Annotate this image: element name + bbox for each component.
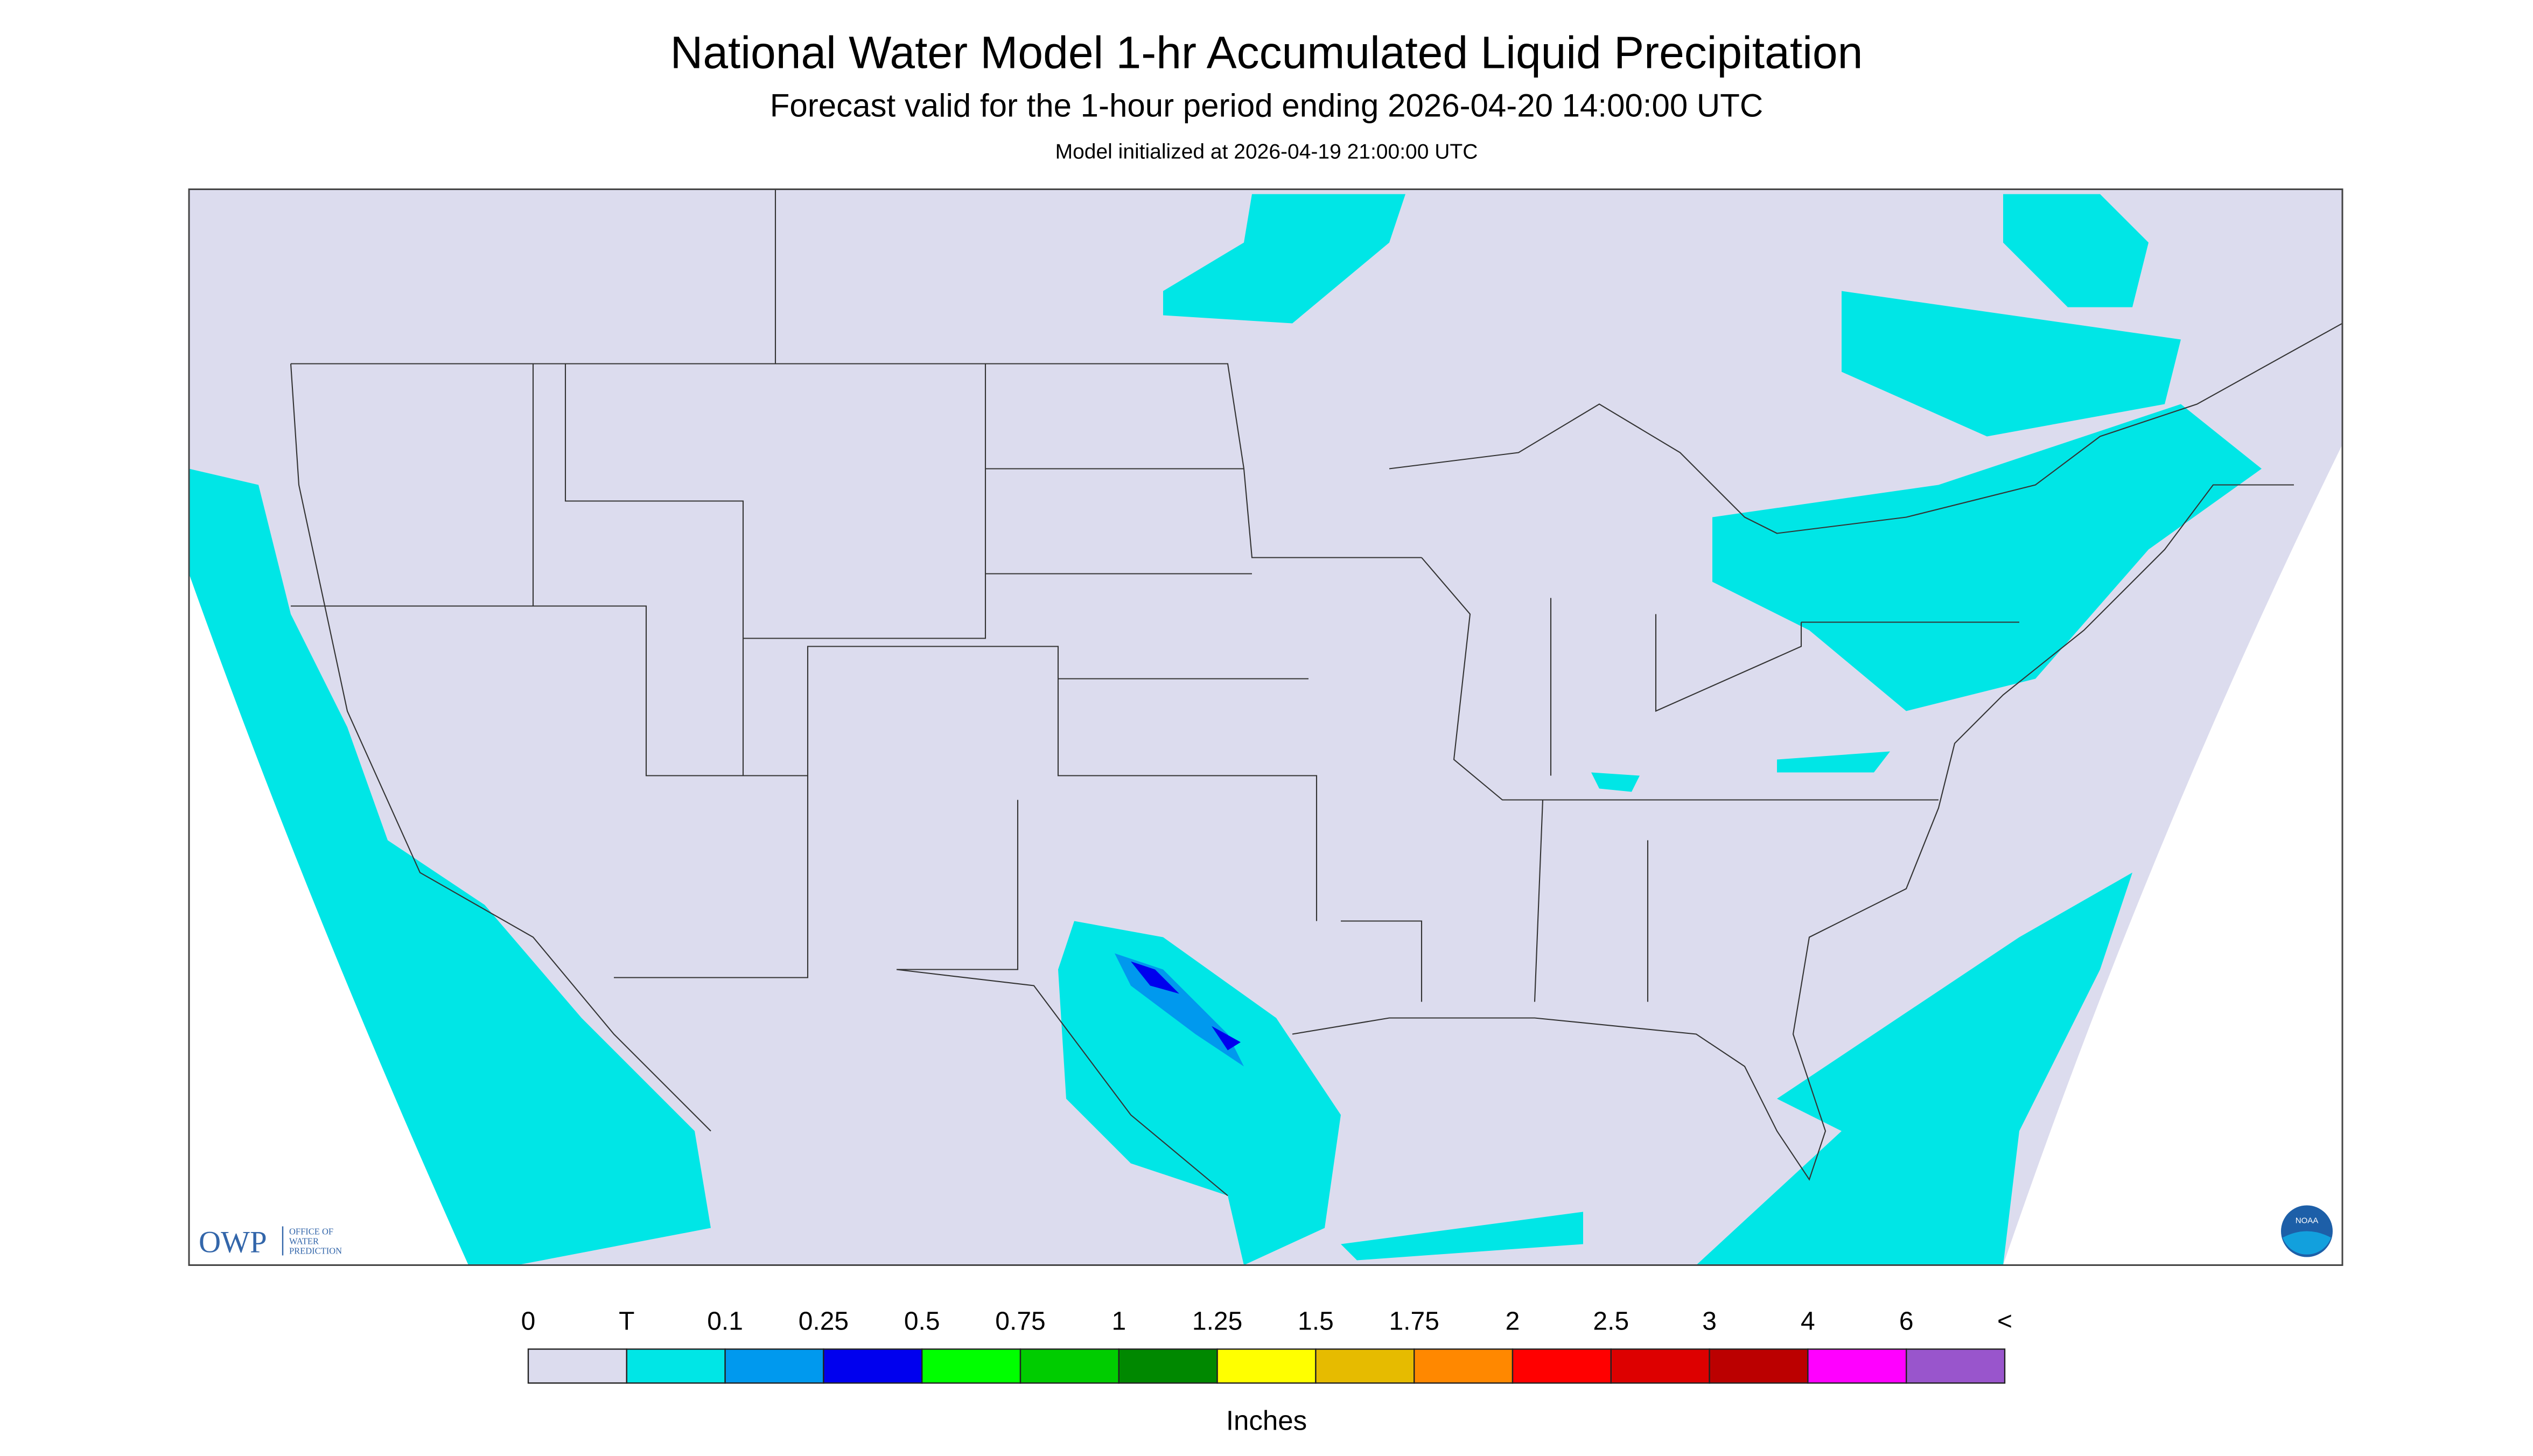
noaa-logo: NOAA [2281, 1205, 2333, 1257]
legend-swatch [1512, 1348, 1612, 1384]
legend-swatch [921, 1348, 1021, 1384]
legend-label: 1.75 [1389, 1307, 1439, 1336]
legend-swatch [1709, 1348, 1809, 1384]
legend-label: < [1997, 1307, 2012, 1336]
legend-swatch [1807, 1348, 1907, 1384]
legend-swatch [1118, 1348, 1218, 1384]
legend-swatch [1414, 1348, 1514, 1384]
legend-label: 1.5 [1298, 1307, 1334, 1336]
legend-label: 3 [1702, 1307, 1717, 1336]
legend-swatch [1019, 1348, 1120, 1384]
legend-swatch [626, 1348, 726, 1384]
legend-swatch [1610, 1348, 1710, 1384]
legend-swatch [1905, 1348, 2006, 1384]
legend-label: 0.25 [799, 1307, 849, 1336]
legend-swatch [1216, 1348, 1317, 1384]
legend-swatch [823, 1348, 923, 1384]
legend-swatch [724, 1348, 824, 1384]
owp-text: WATER [289, 1236, 319, 1247]
legend-label: 2 [1506, 1307, 1520, 1336]
legend-swatch [527, 1348, 628, 1384]
legend-label: 0 [521, 1307, 536, 1336]
legend-unit: Inches [1226, 1405, 1307, 1436]
owp-text: OFFICE OF [289, 1227, 333, 1237]
legend-label: 1 [1111, 1307, 1126, 1336]
boundaries [290, 189, 2343, 1196]
legend-label: 2.5 [1593, 1307, 1629, 1336]
owp-logo: OWP OFFICE OF WATER PREDICTION [199, 1226, 342, 1259]
legend-label: 0.1 [707, 1307, 743, 1336]
noaa-text: NOAA [2296, 1216, 2319, 1226]
legend-swatch [1315, 1348, 1415, 1384]
legend-label: 6 [1899, 1307, 1914, 1336]
legend-label: T [619, 1307, 634, 1336]
precipitation [189, 194, 2262, 1265]
legend-label: 0.75 [995, 1307, 1045, 1336]
init-note: Model initialized at 2026-04-19 21:00:00… [1055, 141, 1478, 164]
owp-mark: OWP [199, 1226, 267, 1259]
map [188, 188, 2343, 1266]
title: National Water Model 1-hr Accumulated Li… [670, 27, 1863, 78]
subtitle: Forecast valid for the 1-hour period end… [770, 88, 1763, 124]
legend-label: 0.5 [904, 1307, 940, 1336]
owp-text: PREDICTION [289, 1246, 342, 1256]
legend-label: 1.25 [1192, 1307, 1242, 1336]
legend: 0 T 0.1 0.25 0.5 0.75 1 1.25 1.5 1.75 2 2.5 3 4 6 < [521, 1307, 2012, 1384]
legend-label: 4 [1801, 1307, 1815, 1336]
